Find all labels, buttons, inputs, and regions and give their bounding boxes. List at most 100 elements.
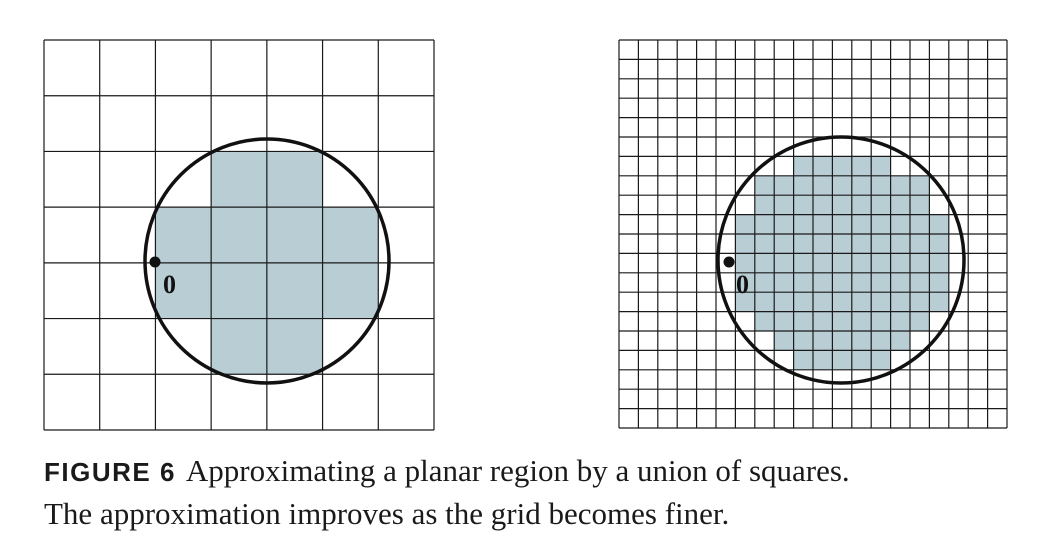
filled-square — [929, 234, 949, 254]
filled-square — [890, 175, 910, 196]
origin-label: 0 — [163, 270, 176, 299]
filled-square — [871, 234, 891, 254]
grid-lines — [43, 39, 435, 431]
filled-square — [851, 331, 872, 351]
filled-square — [832, 253, 852, 273]
filled-square — [754, 175, 775, 196]
filled-square — [832, 175, 852, 196]
filled-square — [774, 331, 794, 351]
filled-square — [754, 253, 775, 273]
filled-square — [793, 292, 813, 312]
filled-square — [871, 331, 891, 351]
filled-square — [890, 311, 910, 331]
filled-square — [774, 195, 794, 215]
filled-square — [851, 234, 872, 254]
filled-square — [890, 214, 910, 234]
filled-square — [832, 350, 852, 370]
filled-square — [910, 195, 930, 215]
filled-square — [735, 214, 755, 234]
filled-square — [774, 292, 794, 312]
filled-square — [793, 214, 813, 234]
filled-square — [813, 156, 833, 176]
figure-caption: FIGURE 6 Approximating a planar region by… — [44, 450, 1034, 535]
filled-square — [793, 195, 813, 215]
filled-square — [890, 253, 910, 273]
filled-square — [851, 253, 872, 273]
region-circle — [143, 137, 391, 385]
filled-square — [851, 156, 872, 176]
filled-square — [832, 331, 852, 351]
filled-square — [929, 292, 949, 312]
filled-square — [832, 156, 852, 176]
filled-square — [929, 253, 949, 273]
filled-square — [832, 272, 852, 293]
origin-label: 0 — [736, 270, 749, 299]
filled-square — [851, 214, 872, 234]
figure-panels: 0 0 — [43, 39, 1008, 431]
filled-square — [793, 156, 813, 176]
filled-square — [774, 272, 794, 293]
filled-square — [813, 331, 833, 351]
filled-square — [851, 350, 872, 370]
filled-square — [851, 175, 872, 196]
fine-grid-panel: 0 — [618, 39, 1008, 429]
filled-square — [813, 234, 833, 254]
filled-square — [910, 253, 930, 273]
filled-square — [890, 234, 910, 254]
filled-square — [832, 311, 852, 331]
filled-square — [871, 195, 891, 215]
filled-square — [871, 253, 891, 273]
filled-square — [774, 253, 794, 273]
caption-text-1: Approximating a planar region by a union… — [185, 453, 850, 488]
filled-square — [754, 292, 775, 312]
filled-square — [910, 272, 930, 293]
filled-square — [813, 253, 833, 273]
filled-square — [813, 292, 833, 312]
filled-square — [929, 272, 949, 293]
filled-square — [793, 272, 813, 293]
filled-square — [774, 311, 794, 331]
filled-square — [890, 292, 910, 312]
filled-square — [774, 214, 794, 234]
filled-square — [735, 253, 755, 273]
filled-square — [832, 234, 852, 254]
approximating-squares — [735, 156, 949, 370]
filled-square — [851, 272, 872, 293]
filled-square — [871, 156, 891, 176]
coarse-grid-panel: 0 — [43, 39, 435, 431]
filled-square — [735, 272, 755, 293]
filled-square — [793, 331, 813, 351]
filled-square — [871, 350, 891, 370]
filled-square — [754, 195, 775, 215]
filled-square — [774, 175, 794, 196]
filled-square — [754, 234, 775, 254]
filled-square — [890, 331, 910, 351]
filled-square — [871, 292, 891, 312]
filled-square — [813, 214, 833, 234]
filled-square — [910, 234, 930, 254]
filled-square — [851, 195, 872, 215]
filled-square — [793, 175, 813, 196]
filled-square — [929, 214, 949, 234]
filled-square — [813, 311, 833, 331]
filled-square — [813, 272, 833, 293]
filled-square — [851, 311, 872, 331]
filled-square — [754, 272, 775, 293]
filled-square — [832, 292, 852, 312]
filled-square — [735, 234, 755, 254]
filled-square — [890, 272, 910, 293]
figure-label: FIGURE 6 — [44, 457, 176, 487]
filled-square — [754, 311, 775, 331]
filled-square — [871, 175, 891, 196]
filled-square — [793, 234, 813, 254]
filled-square — [813, 195, 833, 215]
region-circle — [716, 135, 966, 385]
filled-square — [774, 234, 794, 254]
filled-square — [871, 214, 891, 234]
filled-square — [871, 272, 891, 293]
origin-dot — [149, 256, 161, 268]
filled-square — [851, 292, 872, 312]
filled-square — [735, 292, 755, 312]
origin-dot — [723, 256, 735, 268]
filled-square — [871, 311, 891, 331]
